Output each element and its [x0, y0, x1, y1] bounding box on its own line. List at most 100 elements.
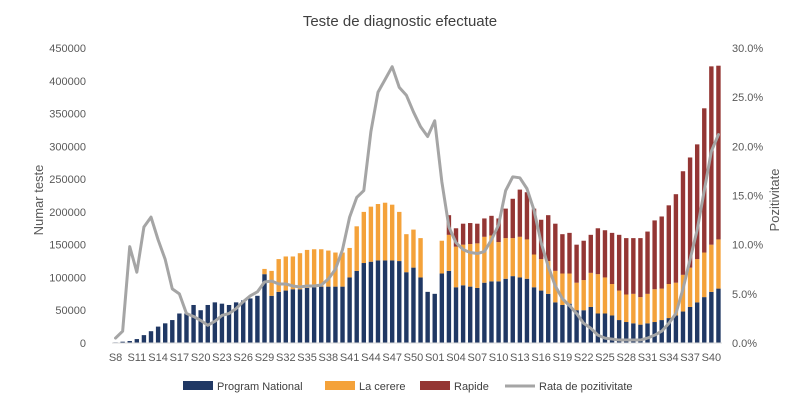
bar-rapide — [460, 223, 466, 245]
bar-la-cerere — [609, 284, 615, 316]
bar-program-national — [248, 298, 253, 343]
bar-rapide — [503, 208, 508, 239]
bar-program-national — [624, 322, 629, 343]
y-left-tick-label: 300000 — [49, 141, 86, 153]
x-tick-label: S29 — [255, 352, 275, 364]
bar-rapide — [659, 216, 664, 289]
legend-label: Program National — [217, 381, 303, 393]
bar-program-national — [276, 291, 281, 343]
x-tick-label: S26 — [233, 352, 253, 364]
bar-program-national — [616, 320, 622, 343]
legend-label: Rapide — [454, 381, 489, 393]
bar-la-cerere — [702, 252, 707, 298]
x-tick-label: S35 — [297, 352, 317, 364]
bar-la-cerere — [581, 280, 586, 311]
bar-program-national — [680, 311, 686, 343]
bar-program-national — [531, 287, 537, 343]
bar-program-national — [397, 261, 402, 343]
legend-label: La cerere — [359, 381, 405, 393]
bar-program-national — [560, 304, 565, 343]
bar-rapide — [553, 223, 558, 271]
bar-program-national — [347, 277, 352, 343]
bar-program-national — [170, 320, 175, 343]
bar-rapide — [716, 65, 721, 240]
bar-program-national — [489, 281, 494, 343]
y-left-tick-label: 0 — [80, 338, 86, 350]
bar-la-cerere — [460, 244, 466, 286]
bar-la-cerere — [652, 289, 657, 323]
line-positivity-rate — [114, 65, 720, 342]
bar-la-cerere — [616, 290, 622, 321]
bar-rapide — [453, 228, 459, 247]
x-tick-label: S40 — [702, 352, 722, 364]
bar-program-national — [694, 302, 700, 343]
bar-program-national — [595, 313, 601, 343]
y-axis-left-title: Numar teste — [31, 165, 46, 236]
bar-la-cerere — [588, 272, 593, 307]
bar-la-cerere — [709, 244, 714, 292]
bar-program-national — [460, 285, 466, 343]
bar-program-national — [297, 289, 303, 343]
bar-program-national — [517, 277, 523, 343]
x-tick-label: S14 — [148, 352, 168, 364]
bar-la-cerere — [468, 244, 473, 287]
y-axis-right-title: Pozitivitate — [767, 169, 782, 232]
legend-swatch-la-cerere — [325, 381, 355, 390]
bar-rapide — [581, 240, 586, 281]
bar-program-national — [453, 287, 459, 343]
y-left-tick-label: 50000 — [55, 305, 86, 317]
bar-la-cerere — [411, 229, 416, 268]
bar-rapide — [531, 208, 537, 255]
bar-program-national — [382, 260, 388, 343]
bar-program-national — [319, 286, 324, 343]
bar-program-national — [233, 302, 239, 343]
bar-rapide — [631, 238, 636, 294]
bar-la-cerere — [389, 204, 395, 261]
bar-program-national — [631, 323, 636, 343]
bar-program-national — [226, 304, 232, 343]
bar-la-cerere — [546, 261, 551, 294]
x-tick-label: S28 — [616, 352, 636, 364]
bar-la-cerere — [531, 254, 537, 288]
x-tick-label: S13 — [510, 352, 530, 364]
bar-la-cerere — [716, 239, 721, 289]
bar-program-national — [120, 341, 125, 343]
bar-la-cerere — [673, 282, 679, 316]
bar-la-cerere — [602, 277, 608, 314]
bar-la-cerere — [290, 256, 296, 290]
bar-rapide — [694, 144, 700, 260]
y-left-tick-label: 400000 — [49, 76, 86, 88]
bar-la-cerere — [326, 250, 331, 287]
legend-swatch-rapide — [420, 381, 450, 390]
bar-la-cerere — [595, 274, 601, 314]
bar-la-cerere — [276, 259, 281, 292]
x-tick-label: S16 — [531, 352, 551, 364]
x-tick-label: S8 — [109, 352, 122, 364]
bar-la-cerere — [418, 238, 423, 278]
bar-program-national — [567, 303, 572, 343]
bar-la-cerere — [354, 226, 359, 271]
bar-program-national — [510, 276, 515, 343]
bar-la-cerere — [404, 234, 409, 273]
bar-program-national — [638, 324, 643, 343]
bar-program-national — [262, 274, 267, 343]
chart-title: Teste de diagnostic efectuate — [303, 13, 497, 30]
bar-rapide — [624, 238, 629, 295]
bar-program-national — [389, 260, 395, 343]
bar-program-national — [283, 290, 288, 343]
bar-la-cerere — [538, 259, 544, 291]
bar-rapide — [687, 157, 693, 268]
bar-program-national — [503, 278, 508, 343]
bar-la-cerere — [297, 253, 303, 290]
bar-la-cerere — [319, 249, 324, 287]
bar-program-national — [652, 322, 657, 343]
x-tick-label: S44 — [361, 352, 381, 364]
x-tick-label: S19 — [553, 352, 573, 364]
bar-la-cerere — [524, 239, 530, 279]
bar-program-national — [134, 339, 140, 343]
x-tick-label: S37 — [680, 352, 700, 364]
x-tick-label: S34 — [659, 352, 679, 364]
bar-rapide — [645, 231, 650, 294]
